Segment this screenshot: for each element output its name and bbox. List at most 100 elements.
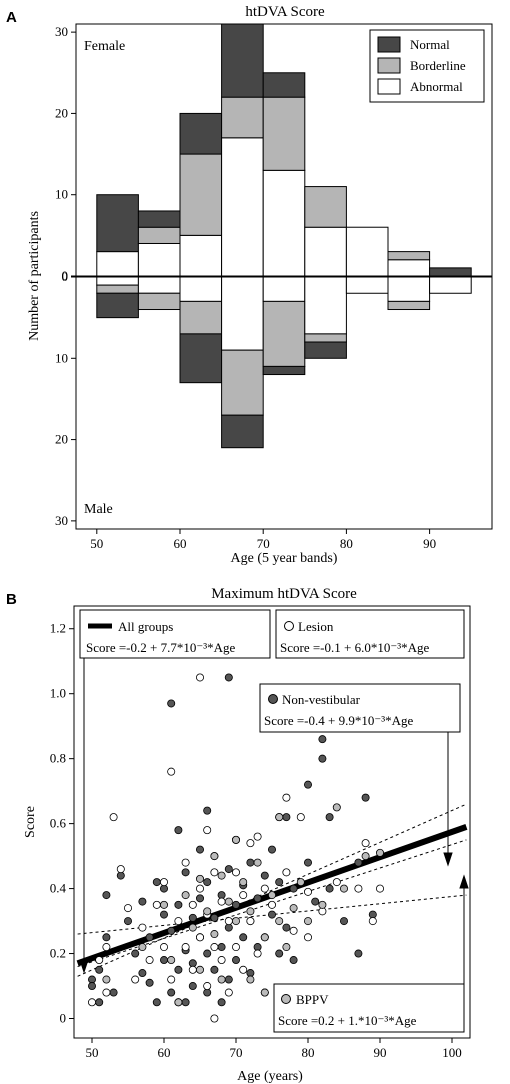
point-non-vestibular — [145, 933, 154, 942]
point-non-vestibular — [239, 933, 248, 942]
point-bppv — [203, 907, 212, 916]
point-lesion — [210, 868, 219, 877]
legend-label-normal: Normal — [410, 37, 450, 52]
point-bppv — [210, 930, 219, 939]
point-bppv — [260, 988, 269, 997]
point-lesion — [138, 923, 147, 932]
point-bppv — [361, 852, 370, 861]
legend-bppv-marker — [281, 994, 291, 1004]
point-lesion — [296, 813, 305, 822]
point-lesion — [188, 965, 197, 974]
point-non-vestibular — [318, 735, 327, 744]
point-lesion — [282, 868, 291, 877]
point-non-vestibular — [224, 975, 233, 984]
point-bppv — [267, 891, 276, 900]
point-bppv — [339, 884, 348, 893]
legend-label-borderline: Borderline — [410, 58, 466, 73]
point-bppv — [174, 998, 183, 1007]
female-bar-borderline-55-60 — [137, 226, 181, 244]
legend-bppv-frame — [273, 983, 465, 1033]
point-bppv — [224, 897, 233, 906]
male-bar-abnormal-55-60 — [137, 276, 181, 294]
point-non-vestibular — [203, 806, 212, 815]
point-lesion — [145, 956, 154, 965]
female-bar-normal-55-60 — [137, 210, 181, 228]
point-non-vestibular — [102, 891, 111, 900]
point-lesion — [181, 943, 190, 952]
point-lesion — [131, 975, 140, 984]
point-lesion — [361, 839, 370, 848]
y-tick-label: 0.2 — [50, 946, 66, 961]
point-non-vestibular — [210, 913, 219, 922]
female-bar-borderline-85-90 — [387, 251, 431, 261]
point-lesion — [181, 858, 190, 867]
point-non-vestibular — [181, 868, 190, 877]
y-tick-label: 1.2 — [50, 621, 66, 636]
point-non-vestibular — [102, 933, 111, 942]
point-bppv — [246, 907, 255, 916]
point-lesion — [210, 943, 219, 952]
point-bppv — [231, 835, 240, 844]
point-bppv — [375, 848, 384, 857]
point-non-vestibular — [203, 878, 212, 887]
fit-line-bppv — [77, 894, 467, 935]
point-lesion — [239, 965, 248, 974]
point-non-vestibular — [174, 900, 183, 909]
male-bar-normal-50-55 — [96, 292, 139, 319]
female-y-tick-label: 0 — [62, 268, 69, 283]
point-lesion — [303, 887, 312, 896]
panel-a-x-label: Age (5 year bands) — [231, 551, 338, 566]
legend-lesion-name: Lesion — [298, 619, 334, 634]
point-lesion — [354, 884, 363, 893]
point-bppv — [253, 858, 262, 867]
point-non-vestibular — [311, 897, 320, 906]
point-lesion — [289, 926, 298, 935]
x-tick-label: 80 — [340, 536, 353, 551]
point-non-vestibular — [167, 988, 176, 997]
panel-b: B Maximum htDVA Score 0 0.2 0.4 0.6 0.8 1.0 1.… — [6, 586, 471, 1084]
male-bar-abnormal-90-95 — [429, 276, 472, 294]
legend-all-groups-name: All groups — [118, 619, 173, 634]
point-lesion — [116, 865, 125, 874]
legend-bppv: BPPV Score =0.2 + 1.*10⁻³*Age — [273, 983, 465, 1033]
legend-non-vestibular-frame — [259, 683, 461, 733]
point-lesion — [195, 933, 204, 942]
point-non-vestibular — [289, 884, 298, 893]
point-lesion — [152, 900, 161, 909]
panel-b-x-ticks: 50 60 70 80 90 100 — [86, 1038, 462, 1060]
male-bar-abnormal-70-75 — [262, 276, 306, 302]
male-bar-borderline-60-65 — [179, 300, 223, 335]
point-lesion — [109, 813, 118, 822]
point-bppv — [217, 975, 226, 984]
fit-line-non-vestibular — [77, 803, 467, 977]
x-tick-label: 60 — [174, 536, 187, 551]
point-non-vestibular — [152, 878, 161, 887]
point-lesion — [239, 891, 248, 900]
y-tick-label: 1.0 — [50, 686, 66, 701]
point-lesion — [203, 982, 212, 991]
male-y-tick-label: 10 — [55, 350, 68, 365]
point-bppv — [282, 943, 291, 952]
legend-all-groups-equation: Score =-0.2 + 7.7*10⁻³*Age — [86, 640, 235, 655]
point-lesion — [195, 884, 204, 893]
point-bppv — [275, 813, 284, 822]
point-non-vestibular — [260, 871, 269, 880]
point-non-vestibular — [159, 910, 168, 919]
point-non-vestibular — [109, 988, 118, 997]
panel-b-letter: B — [6, 591, 17, 608]
point-non-vestibular — [217, 943, 226, 952]
point-non-vestibular — [231, 900, 240, 909]
point-non-vestibular — [203, 949, 212, 958]
point-non-vestibular — [174, 965, 183, 974]
point-non-vestibular — [174, 826, 183, 835]
legend-all-groups-frame — [79, 609, 271, 659]
legend-non-vestibular-name: Non-vestibular — [282, 692, 361, 707]
point-bppv — [260, 933, 269, 942]
legend-frame — [369, 29, 485, 103]
female-bar-abnormal-55-60 — [137, 242, 181, 277]
point-bppv — [188, 923, 197, 932]
legend-lesion-frame — [275, 609, 465, 659]
legend-swatch-normal — [377, 36, 401, 53]
x-tick-label: 80 — [302, 1045, 315, 1060]
